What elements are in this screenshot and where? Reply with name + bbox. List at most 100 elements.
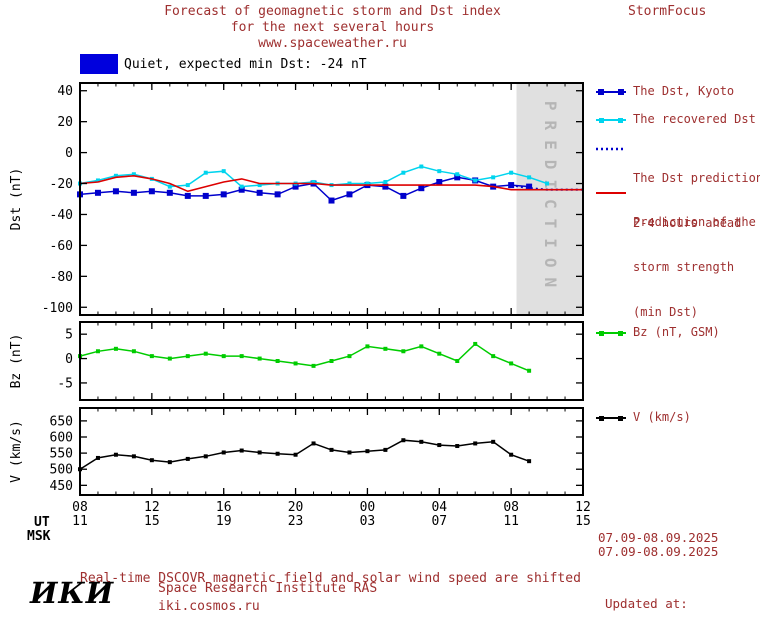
series-marker	[95, 178, 100, 183]
series-marker	[455, 444, 460, 449]
x-tick-label-msk: 11	[503, 514, 519, 529]
propagation-note-line1: Real-time DSCOVR magnetic field and sola…	[80, 571, 581, 586]
y-tick-label: 550	[50, 447, 73, 462]
series-marker	[454, 174, 461, 181]
institute-name: Space Research Institute RAS	[158, 581, 378, 596]
series-marker	[239, 448, 244, 453]
series-marker	[220, 191, 227, 198]
series-marker	[365, 181, 370, 186]
y-tick-label: 500	[50, 463, 73, 478]
series-line	[79, 439, 530, 470]
x-tick-label-msk: 07	[431, 514, 448, 529]
series-marker	[365, 344, 370, 349]
series-marker	[491, 175, 496, 180]
x-axis-msk-row: MSK 07.09-08.09.2025 11 15 19 23 03 07 11 15	[0, 514, 760, 559]
series-marker	[347, 450, 352, 455]
title-url: www.spaceweather.ru	[258, 36, 407, 51]
series-marker	[184, 192, 191, 199]
legend-label-storm-strength-3: (min Dst)	[633, 305, 699, 319]
series-marker	[203, 351, 208, 356]
series-marker	[149, 354, 154, 359]
x-tick-label-ut: 08	[72, 500, 88, 515]
series-line	[79, 174, 583, 193]
y-tick-label: 40	[57, 84, 73, 99]
series-marker	[113, 452, 118, 457]
y-axis-label: V (km/s)	[9, 420, 24, 483]
series-marker	[347, 354, 352, 359]
series-marker	[455, 172, 460, 177]
series-marker	[400, 192, 407, 199]
dst-prediction-dotted-line-icon	[596, 147, 626, 151]
x-tick-label-ut: 12	[575, 500, 591, 515]
y-tick-label: 5	[65, 328, 73, 343]
legend-label-v: V (km/s)	[633, 410, 691, 424]
series-marker	[347, 181, 352, 186]
series-marker	[221, 450, 226, 455]
legend-label-recovered-dst: The recovered Dst	[633, 112, 756, 126]
series-marker	[257, 356, 262, 361]
series-marker	[148, 188, 155, 195]
series-marker	[167, 356, 172, 361]
series-marker	[437, 351, 442, 356]
series-marker	[527, 175, 532, 180]
y-tick-label: 20	[57, 115, 73, 130]
prediction-watermark: PREDICTION	[541, 101, 560, 297]
series-marker	[203, 170, 208, 175]
legend-label-storm-strength-2: storm strength	[633, 260, 735, 274]
legend-label-dst-prediction-2: 2-4 hours ahead	[633, 216, 742, 230]
brand-stormfocus: StormFocus	[628, 4, 707, 19]
series-marker	[149, 458, 154, 463]
series-marker	[509, 361, 514, 366]
y-tick-label: 0	[65, 352, 73, 367]
series-marker	[419, 344, 424, 349]
v-line-icon	[596, 416, 626, 421]
prediction-band	[516, 83, 583, 315]
x-tick-label-ut: 20	[287, 500, 304, 515]
series-marker	[401, 170, 406, 175]
legend-item-recovered-dst: The recovered Dst	[596, 112, 756, 127]
series-marker	[329, 359, 334, 363]
series-marker	[419, 164, 424, 169]
legend-label-storm-strength-1: Prediction of the	[633, 215, 756, 229]
series-marker	[436, 178, 443, 185]
series-marker	[185, 183, 190, 188]
y-tick-label: 650	[50, 414, 73, 429]
series-marker	[131, 349, 136, 354]
series-marker	[382, 183, 389, 190]
legend-item-bz: Bz (nT, GSM)	[596, 325, 720, 340]
status-color-swatch	[80, 54, 118, 74]
status-text: Quiet, expected min Dst: -24 nT	[124, 57, 367, 72]
series-marker	[185, 456, 190, 461]
x-tick-label-msk: 11	[72, 514, 88, 529]
legend-label-dst-prediction-1: The Dst prediction	[633, 171, 760, 185]
series-marker	[437, 443, 442, 448]
series-marker	[311, 441, 316, 446]
x-tick-label-msk: 03	[359, 514, 376, 529]
series-marker	[509, 170, 514, 175]
forecast-plots: PREDICTION 40 20 0 -20 -40 -60 -80 -100 Dst (nT) 5…	[9, 82, 584, 496]
series-marker	[166, 189, 173, 196]
series-marker	[95, 455, 100, 460]
series-marker	[526, 183, 533, 190]
series-marker	[292, 183, 299, 190]
bz-line-icon	[596, 331, 626, 336]
series-marker	[418, 185, 425, 192]
series-marker	[275, 359, 280, 363]
iki-logo: ИКИ	[30, 576, 115, 610]
series-marker	[113, 346, 118, 351]
series-marker	[112, 188, 119, 195]
series-marker	[473, 341, 478, 346]
series-marker	[293, 452, 298, 457]
x-axis-ut-row: UT 07.09-08.09.2025 08 12 16 20 00 04 08 12	[0, 500, 760, 545]
series-marker	[113, 173, 118, 178]
updated-block: Updated at: UT 08:05, 08.09.2025 MSK 11:…	[593, 564, 751, 620]
series-marker	[202, 192, 209, 199]
series-marker	[95, 349, 100, 354]
series-marker	[94, 189, 101, 196]
series-marker	[275, 451, 280, 456]
recovered-dst-line-icon	[596, 118, 626, 123]
x-tick-label-msk: 15	[144, 514, 160, 529]
y-tick-label: -20	[50, 177, 73, 192]
series-marker	[491, 354, 496, 359]
dst-kyoto-line-icon	[596, 89, 626, 95]
